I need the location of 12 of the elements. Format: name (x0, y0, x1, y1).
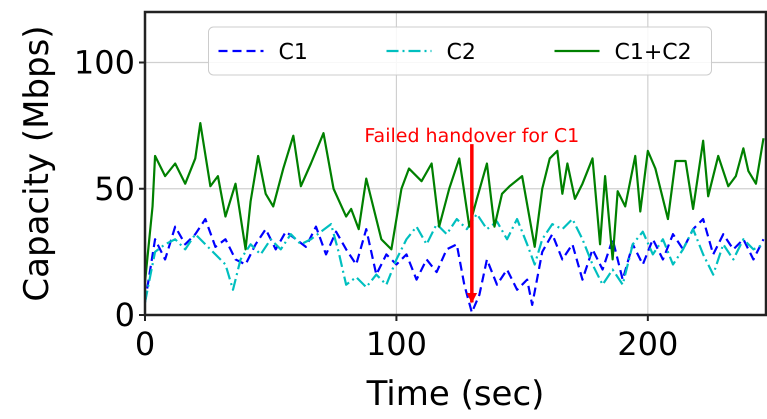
y-tick-label: 100 (74, 44, 135, 82)
y-axis-title: Capacity (Mbps) (17, 25, 57, 302)
x-tick-label: 200 (617, 325, 678, 363)
line-series (144, 218, 765, 314)
legend-label: C1 (278, 40, 308, 65)
annotation: Failed handover for C1 (364, 125, 580, 148)
x-tick-label: 100 (366, 325, 427, 363)
legend-label: C1+C2 (614, 40, 692, 65)
legend-label: C2 (446, 40, 476, 65)
x-axis-title: Time (sec) (366, 374, 544, 414)
y-tick-label: 50 (94, 170, 135, 208)
y-tick-label: 0 (114, 296, 135, 334)
